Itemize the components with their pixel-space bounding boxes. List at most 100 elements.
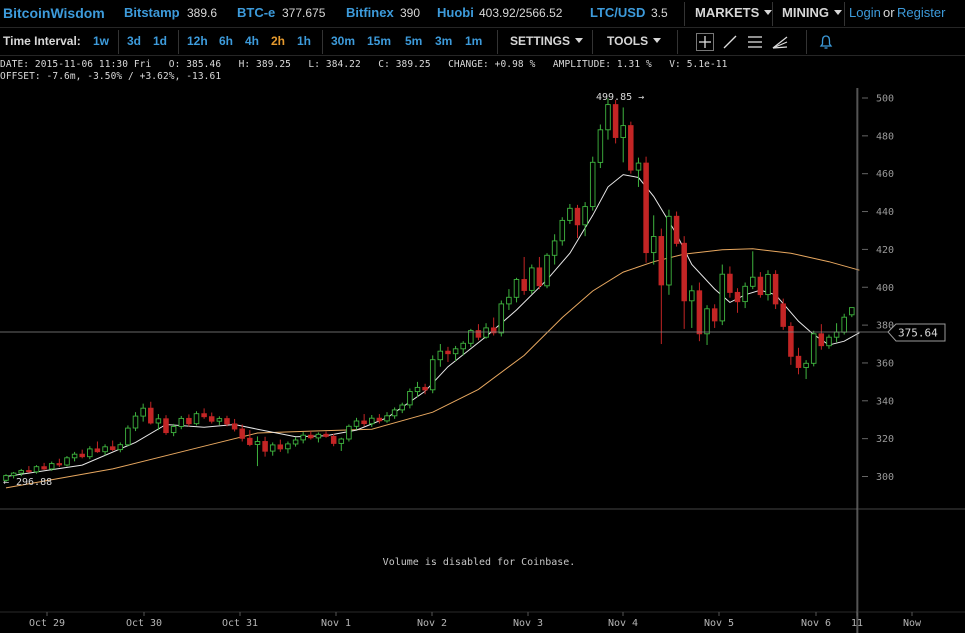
candle[interactable] bbox=[551, 234, 558, 265]
candle[interactable] bbox=[620, 107, 626, 163]
candle[interactable] bbox=[201, 408, 207, 419]
interval-3m[interactable]: 3m bbox=[435, 34, 453, 48]
candle[interactable] bbox=[696, 282, 703, 342]
candle[interactable] bbox=[437, 344, 444, 367]
market-link-btce[interactable]: BTC-e bbox=[237, 5, 276, 20]
candle[interactable] bbox=[750, 251, 756, 290]
candle[interactable] bbox=[422, 383, 428, 395]
login-link[interactable]: Login bbox=[849, 5, 881, 20]
candle[interactable] bbox=[506, 289, 512, 310]
candle[interactable] bbox=[102, 444, 108, 456]
interval-1m[interactable]: 1m bbox=[465, 34, 483, 48]
market-link-bitstamp[interactable]: Bitstamp bbox=[124, 5, 180, 20]
candle[interactable] bbox=[407, 388, 413, 409]
interval-1h[interactable]: 1h bbox=[297, 34, 312, 48]
interval-1d[interactable]: 1d bbox=[153, 34, 168, 48]
candle[interactable] bbox=[186, 414, 192, 427]
candle[interactable] bbox=[125, 425, 131, 447]
interval-15m[interactable]: 15m bbox=[367, 34, 392, 48]
candle[interactable] bbox=[277, 439, 284, 452]
interval-2h[interactable]: 2h bbox=[271, 34, 286, 48]
candle[interactable] bbox=[56, 458, 63, 468]
candle[interactable] bbox=[315, 432, 322, 443]
candle[interactable] bbox=[666, 209, 672, 295]
interval-30m[interactable]: 30m bbox=[331, 34, 356, 48]
candle[interactable] bbox=[285, 441, 291, 454]
candle[interactable] bbox=[765, 270, 771, 301]
candle[interactable] bbox=[818, 324, 825, 350]
candle[interactable] bbox=[849, 307, 855, 318]
candle[interactable] bbox=[41, 462, 47, 470]
candle[interactable] bbox=[391, 407, 398, 419]
interval-4h[interactable]: 4h bbox=[245, 34, 260, 48]
fibonacci-fan-tool-icon[interactable] bbox=[771, 33, 789, 51]
candle[interactable] bbox=[18, 468, 24, 477]
candle[interactable] bbox=[780, 298, 786, 330]
candle[interactable] bbox=[132, 412, 139, 432]
candle[interactable] bbox=[399, 402, 405, 414]
candle[interactable] bbox=[795, 347, 802, 375]
candle[interactable] bbox=[704, 305, 710, 345]
candle[interactable] bbox=[87, 446, 93, 460]
candle[interactable] bbox=[643, 156, 649, 263]
candle[interactable] bbox=[490, 317, 497, 336]
candle[interactable] bbox=[757, 272, 764, 298]
candle[interactable] bbox=[681, 236, 687, 329]
bell-icon[interactable] bbox=[817, 33, 835, 51]
candle[interactable] bbox=[452, 345, 459, 362]
candle[interactable] bbox=[254, 436, 261, 467]
candle[interactable] bbox=[231, 418, 238, 432]
candle[interactable] bbox=[33, 465, 40, 474]
candle[interactable] bbox=[26, 466, 32, 473]
candle[interactable] bbox=[79, 449, 85, 459]
candle[interactable] bbox=[216, 416, 223, 426]
candle[interactable] bbox=[300, 432, 306, 444]
candle[interactable] bbox=[612, 99, 619, 144]
candle[interactable] bbox=[574, 204, 581, 239]
settings-menu[interactable]: SETTINGS bbox=[510, 28, 584, 56]
candle[interactable] bbox=[323, 431, 329, 438]
candle[interactable] bbox=[521, 256, 527, 295]
candle[interactable] bbox=[148, 401, 154, 425]
candle[interactable] bbox=[109, 440, 116, 451]
candle[interactable] bbox=[3, 474, 9, 483]
candle[interactable] bbox=[117, 442, 124, 453]
candle[interactable] bbox=[64, 456, 70, 467]
candle[interactable] bbox=[567, 203, 573, 224]
candle[interactable] bbox=[605, 98, 611, 140]
candle[interactable] bbox=[445, 346, 451, 363]
candle[interactable] bbox=[650, 215, 657, 265]
candle[interactable] bbox=[170, 423, 177, 437]
candle[interactable] bbox=[353, 417, 360, 430]
candle[interactable] bbox=[429, 355, 436, 394]
candle[interactable] bbox=[376, 414, 383, 424]
trend-line-tool-icon[interactable] bbox=[721, 33, 739, 51]
candle[interactable] bbox=[589, 156, 596, 211]
candle[interactable] bbox=[544, 253, 550, 289]
candle[interactable] bbox=[673, 211, 680, 247]
candle[interactable] bbox=[689, 285, 695, 328]
register-link[interactable]: Register bbox=[897, 5, 946, 20]
market-link-bitfinex[interactable]: Bitfinex bbox=[346, 5, 394, 20]
candle[interactable] bbox=[513, 277, 520, 303]
candle[interactable] bbox=[833, 323, 840, 343]
mining-menu[interactable]: MINING bbox=[782, 0, 842, 28]
interval-6h[interactable]: 6h bbox=[219, 34, 234, 48]
candle[interactable] bbox=[658, 228, 665, 345]
candle[interactable] bbox=[338, 437, 345, 451]
candle[interactable] bbox=[48, 461, 55, 471]
brand-logo[interactable]: BitcoinWisdom bbox=[3, 5, 105, 21]
interval-1w[interactable]: 1w bbox=[93, 34, 110, 48]
candle[interactable] bbox=[193, 411, 200, 426]
market-link-ltcusd[interactable]: LTC/USD bbox=[590, 5, 646, 20]
candle[interactable] bbox=[711, 304, 718, 328]
interval-3d[interactable]: 3d bbox=[127, 34, 142, 48]
candle[interactable] bbox=[224, 415, 230, 427]
candle[interactable] bbox=[468, 328, 474, 347]
candle[interactable] bbox=[788, 322, 794, 365]
markets-menu[interactable]: MARKETS bbox=[695, 0, 773, 28]
candle[interactable] bbox=[71, 451, 78, 462]
market-link-huobi[interactable]: Huobi bbox=[437, 5, 474, 20]
candle[interactable] bbox=[269, 442, 276, 456]
